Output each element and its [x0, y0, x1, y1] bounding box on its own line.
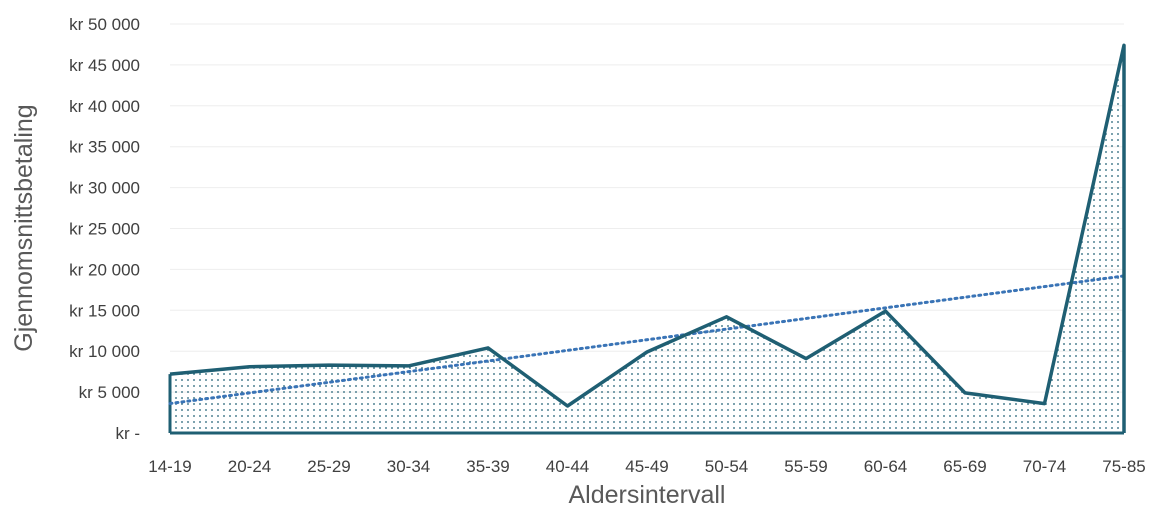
x-axis-title: Aldersintervall [568, 481, 725, 509]
x-tick-label: 35-39 [466, 457, 509, 476]
x-tick-label: 65-69 [943, 457, 986, 476]
y-tick-label: kr 5 000 [79, 383, 140, 402]
y-tick-label: kr 40 000 [69, 97, 140, 116]
trendline [168, 274, 1126, 406]
y-tick-label: kr - [115, 424, 140, 443]
y-tick-label: kr 45 000 [69, 56, 140, 75]
x-tick-label: 40-44 [546, 457, 589, 476]
x-tick-label: 50-54 [705, 457, 748, 476]
y-tick-label: kr 50 000 [69, 15, 140, 34]
x-axis-ticks: 14-19 20-24 25-29 30-34 35-39 40-44 45-49 50-54… [148, 457, 1145, 476]
x-tick-label: 20-24 [228, 457, 271, 476]
y-axis-title: Gjennomsnittsbetaling [10, 104, 38, 351]
x-tick-label: 55-59 [784, 457, 827, 476]
x-tick-label: 25-29 [307, 457, 350, 476]
series-line [169, 43, 1126, 433]
x-tick-label: 14-19 [148, 457, 191, 476]
y-tick-label: kr 10 000 [69, 342, 140, 361]
x-tick-label: 75-85 [1102, 457, 1145, 476]
y-tick-label: kr 25 000 [69, 220, 140, 239]
grid-lines [170, 23, 1124, 393]
y-tick-label: kr 30 000 [69, 179, 140, 198]
x-tick-label: 70-74 [1023, 457, 1066, 476]
x-tick-label: 45-49 [625, 457, 668, 476]
area-fill [170, 45, 1124, 434]
y-tick-label: kr 35 000 [69, 138, 140, 157]
y-axis-ticks: kr - kr 5 000 kr 10 000 kr 15 000 kr 20 000 k… [69, 15, 140, 443]
x-tick-label: 30-34 [387, 457, 430, 476]
y-tick-label: kr 15 000 [69, 301, 140, 320]
y-tick-label: kr 20 000 [69, 260, 140, 279]
x-tick-label: 60-64 [864, 457, 907, 476]
